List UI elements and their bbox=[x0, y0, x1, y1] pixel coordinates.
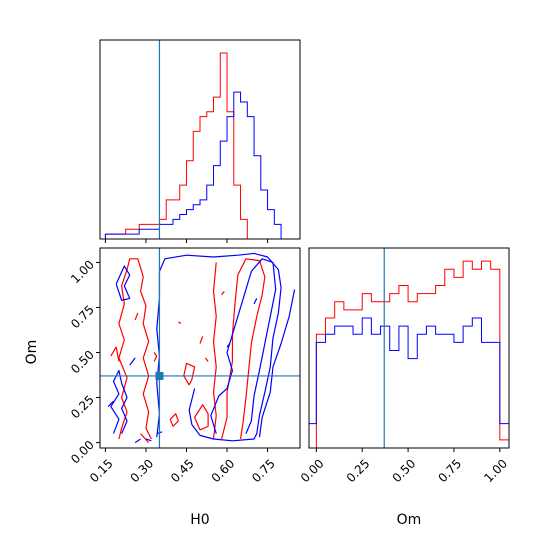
y-axis-label-om: Om bbox=[24, 340, 40, 365]
contour-x-tick-label-4: 0.75 bbox=[249, 456, 278, 485]
contour-series bbox=[107, 252, 296, 444]
h0-histogram-frame bbox=[99, 39, 301, 240]
om-histogram-step-1 bbox=[309, 260, 509, 448]
contour-line-s2-8 bbox=[253, 298, 258, 305]
contour-line-s1-12 bbox=[110, 346, 120, 362]
contour-line-s2-5 bbox=[107, 400, 114, 407]
contour-x-tick-label-2: 0.45 bbox=[168, 456, 197, 485]
contour-y-tick-label-4: 1.00 bbox=[68, 257, 97, 286]
contour-line-s2-0 bbox=[156, 252, 282, 442]
contour-line-s2-11 bbox=[134, 438, 141, 444]
contour-line-s1-6 bbox=[153, 352, 158, 362]
h0-histogram-panel bbox=[99, 39, 301, 243]
contour-y-tick-label-0: 0.00 bbox=[68, 438, 97, 467]
contour-line-s2-1 bbox=[210, 258, 277, 434]
contour-line-s1-13 bbox=[140, 433, 150, 443]
contour-line-s2-4 bbox=[115, 265, 131, 301]
contour-line-s1-2 bbox=[221, 258, 266, 440]
contour-line-s1-1 bbox=[212, 262, 217, 440]
om-histogram-frame bbox=[308, 247, 510, 449]
h0-histogram-step-2 bbox=[104, 91, 295, 239]
om-x-tick-label-0: 0.00 bbox=[298, 456, 327, 485]
x-axis-label-h0: H0 bbox=[190, 512, 209, 528]
contour-frame bbox=[99, 247, 301, 449]
contour-x-tick-label-1: 0.30 bbox=[127, 456, 156, 485]
contour-line-s1-0 bbox=[118, 258, 152, 440]
h0-histogram-step-1 bbox=[104, 52, 295, 239]
om-x-tick-label-4: 1.00 bbox=[481, 456, 510, 485]
x-axis-label-om: Om bbox=[397, 512, 422, 528]
contour-line-s1-3 bbox=[193, 404, 209, 431]
contour-x-tick-label-3: 0.60 bbox=[209, 456, 238, 485]
contour-y-tick-label-2: 0.50 bbox=[68, 348, 97, 377]
om-histogram-panel: 0.00 0.25 0.50 0.75 1.00 Om bbox=[298, 247, 510, 528]
contour-line-s2-2 bbox=[258, 289, 296, 438]
contour-truth-markers bbox=[100, 248, 300, 448]
contour-line-s1-9 bbox=[199, 336, 204, 344]
om-histogram-step-2 bbox=[309, 317, 509, 448]
h0-om-contour-panel: 0.15 0.30 0.45 0.60 0.75 0.00 0.25 0.50 0.75 1.0… bbox=[24, 247, 301, 528]
contour-line-s1-5 bbox=[169, 413, 179, 427]
contour-line-s2-10 bbox=[145, 438, 152, 442]
om-histogram-series bbox=[309, 260, 509, 448]
contour-truth-marker bbox=[155, 371, 164, 380]
contour-line-s1-7 bbox=[134, 312, 139, 321]
om-x-ticks: 0.00 0.25 0.50 0.75 1.00 bbox=[298, 448, 510, 485]
contour-y-tick-label-1: 0.25 bbox=[68, 393, 97, 422]
contour-y-ticks: 0.00 0.25 0.50 0.75 1.00 bbox=[68, 257, 100, 466]
contour-line-s2-3 bbox=[110, 369, 128, 434]
contour-line-s1-10 bbox=[178, 321, 182, 325]
h0-histogram-series bbox=[104, 52, 295, 239]
contour-line-s1-4 bbox=[183, 362, 196, 386]
om-x-tick-label-2: 0.50 bbox=[390, 456, 419, 485]
om-x-tick-label-3: 0.75 bbox=[436, 456, 465, 485]
contour-x-tick-label-0: 0.15 bbox=[87, 456, 116, 485]
contour-line-s1-8 bbox=[221, 290, 225, 296]
contour-x-ticks: 0.15 0.30 0.45 0.60 0.75 bbox=[87, 448, 278, 485]
contour-line-s1-11 bbox=[204, 357, 209, 362]
contour-y-tick-label-3: 0.75 bbox=[68, 303, 97, 332]
h0-histogram-ticks bbox=[104, 239, 269, 243]
contour-line-s2-7 bbox=[226, 343, 231, 348]
contour-line-s2-6 bbox=[129, 357, 136, 366]
om-x-tick-label-1: 0.25 bbox=[344, 456, 373, 485]
